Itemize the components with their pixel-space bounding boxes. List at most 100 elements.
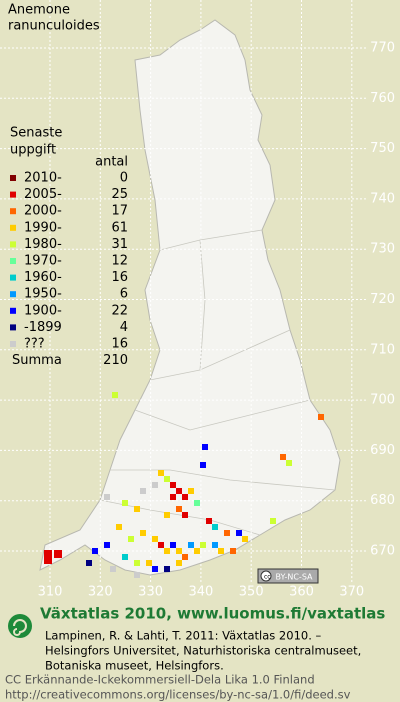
north-label: 690 bbox=[370, 443, 395, 458]
legend-count: 31 bbox=[111, 237, 128, 252]
count-heading: antal bbox=[95, 155, 128, 170]
legend-label: 1990- bbox=[24, 220, 62, 235]
legend-heading: uppgift bbox=[10, 143, 56, 158]
occurrence bbox=[122, 554, 128, 560]
legend-heading: Senaste bbox=[10, 126, 62, 141]
occurrence bbox=[164, 512, 170, 518]
occurrence bbox=[164, 476, 170, 482]
occurrence bbox=[176, 560, 182, 566]
occurrence bbox=[140, 530, 146, 536]
legend-count: 4 bbox=[120, 320, 128, 335]
legend-count: 12 bbox=[111, 254, 128, 269]
finland-outline bbox=[39, 19, 341, 576]
occurrence bbox=[134, 572, 140, 578]
grid bbox=[0, 0, 366, 582]
occurrence bbox=[206, 518, 212, 524]
occurrence bbox=[110, 566, 116, 572]
legend-swatch bbox=[10, 241, 16, 248]
north-label: 730 bbox=[370, 242, 395, 257]
occurrence bbox=[230, 548, 236, 554]
logo bbox=[8, 614, 32, 638]
occurrence bbox=[54, 550, 62, 558]
legend-label: 2005- bbox=[24, 187, 62, 202]
citation: Lampinen, R. & Lahti, T. 2011: Växtatlas… bbox=[45, 629, 322, 643]
legend-count: 16 bbox=[111, 270, 128, 285]
occurrence bbox=[280, 454, 286, 460]
occurrence bbox=[104, 494, 110, 500]
occurrence bbox=[86, 560, 92, 566]
occurrence bbox=[236, 530, 242, 536]
occurrence bbox=[212, 524, 218, 530]
legend-count: 22 bbox=[111, 303, 128, 318]
total-count: 210 bbox=[103, 353, 128, 368]
north-label: 700 bbox=[370, 393, 395, 408]
occurrence bbox=[152, 566, 158, 572]
east-label: 330 bbox=[138, 585, 163, 600]
occurrence bbox=[286, 460, 292, 466]
legend-count: 25 bbox=[111, 187, 128, 202]
legend-swatch bbox=[10, 224, 16, 231]
legend-swatch bbox=[10, 307, 16, 314]
occurrence bbox=[128, 536, 134, 542]
legend-swatch bbox=[10, 341, 16, 347]
footer-heading: Växtatlas 2010, www.luomus.fi/vaxtatlas bbox=[40, 605, 385, 623]
occurrence bbox=[44, 550, 52, 558]
legend-swatch bbox=[10, 258, 16, 264]
legend-label: 1980- bbox=[24, 237, 62, 252]
occurrence bbox=[116, 524, 122, 530]
legend-swatch bbox=[10, 274, 16, 281]
east-label: 350 bbox=[239, 585, 264, 600]
occurrence bbox=[200, 542, 206, 548]
legend-label: 1900- bbox=[24, 303, 62, 318]
citation: Botaniska museet, Helsingfors. bbox=[45, 659, 224, 673]
occurrence bbox=[182, 494, 188, 500]
legend-label: ??? bbox=[24, 337, 45, 352]
occurrence bbox=[146, 560, 152, 566]
east-label: 320 bbox=[88, 585, 113, 600]
legend-swatch bbox=[10, 175, 16, 181]
legend-count: 16 bbox=[111, 337, 128, 352]
occurrence bbox=[202, 444, 208, 450]
legend-count: 0 bbox=[120, 171, 128, 186]
title: Anemone bbox=[8, 3, 70, 18]
total-label: Summa bbox=[12, 353, 62, 368]
legend-swatch bbox=[10, 191, 16, 198]
north-label: 710 bbox=[370, 342, 395, 357]
occurrence bbox=[218, 548, 224, 554]
occurrence bbox=[176, 506, 182, 512]
occurrence bbox=[194, 500, 200, 506]
occurrence bbox=[170, 482, 176, 488]
occurrence bbox=[170, 494, 176, 500]
occurrence bbox=[158, 470, 164, 476]
north-label: 750 bbox=[370, 141, 395, 156]
occurrence bbox=[188, 488, 194, 494]
occurrences bbox=[44, 392, 324, 578]
occurrence bbox=[182, 554, 188, 560]
license-text: http://creativecommons.org/licenses/by-n… bbox=[5, 688, 351, 702]
legend-swatch bbox=[10, 208, 16, 215]
legend-label: 1970- bbox=[24, 254, 62, 269]
occurrence bbox=[318, 414, 324, 420]
east-label: 310 bbox=[38, 585, 63, 600]
occurrence bbox=[176, 488, 182, 494]
occurrence bbox=[92, 548, 98, 554]
north-label: 770 bbox=[370, 41, 395, 56]
east-label: 370 bbox=[339, 585, 364, 600]
legend-label: 2000- bbox=[24, 204, 62, 219]
occurrence bbox=[224, 530, 230, 536]
occurrence bbox=[134, 560, 140, 566]
north-label: 720 bbox=[370, 292, 395, 307]
occurrence bbox=[188, 542, 194, 548]
north-label: 760 bbox=[370, 91, 395, 106]
occurrence bbox=[104, 542, 110, 548]
occurrence bbox=[152, 536, 158, 542]
occurrence bbox=[270, 518, 276, 524]
legend-label: 2010- bbox=[24, 171, 62, 186]
legend-label: 1960- bbox=[24, 270, 62, 285]
occurrence bbox=[242, 536, 248, 542]
occurrence bbox=[158, 542, 164, 548]
citation: Helsingfors Universitet, Naturhistoriska… bbox=[45, 644, 361, 658]
occurrence bbox=[112, 392, 118, 398]
